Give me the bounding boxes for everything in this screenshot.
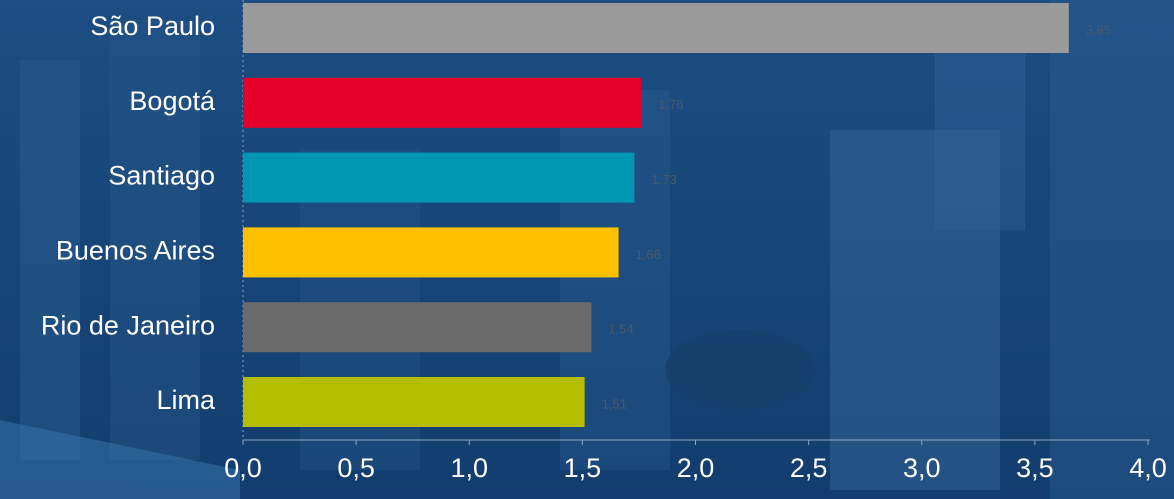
- value-label: 1,66: [636, 247, 661, 262]
- value-label: 1,73: [651, 172, 676, 187]
- bar: [243, 227, 619, 278]
- value-label: 1,51: [602, 396, 627, 411]
- bar: [243, 152, 635, 203]
- y-tick-label: Buenos Aires: [56, 236, 215, 266]
- y-tick-label: Lima: [156, 385, 216, 415]
- x-tick-label: 3,0: [903, 453, 941, 483]
- x-tick-label: 1,0: [450, 453, 488, 483]
- x-tick-label: 3,5: [1016, 453, 1054, 483]
- y-tick-label: Bogotá: [129, 86, 216, 116]
- x-tick-label: 1,5: [564, 453, 602, 483]
- bar: [243, 77, 642, 128]
- x-tick-label: 4,0: [1129, 453, 1167, 483]
- bar: [243, 377, 585, 427]
- value-label: 1,76: [658, 97, 683, 112]
- bar: [243, 3, 1069, 53]
- x-tick-label: 2,5: [790, 453, 828, 483]
- value-label: 3,65: [1086, 22, 1111, 37]
- value-label: 1,54: [608, 322, 633, 337]
- x-tick-label: 2,0: [677, 453, 715, 483]
- x-tick-label: 0,0: [224, 453, 262, 483]
- x-tick-label: 0,5: [337, 453, 375, 483]
- y-tick-label: Santiago: [108, 161, 215, 191]
- bar: [243, 302, 592, 353]
- y-tick-label: São Paulo: [90, 11, 215, 41]
- y-tick-label: Rio de Janeiro: [41, 310, 215, 340]
